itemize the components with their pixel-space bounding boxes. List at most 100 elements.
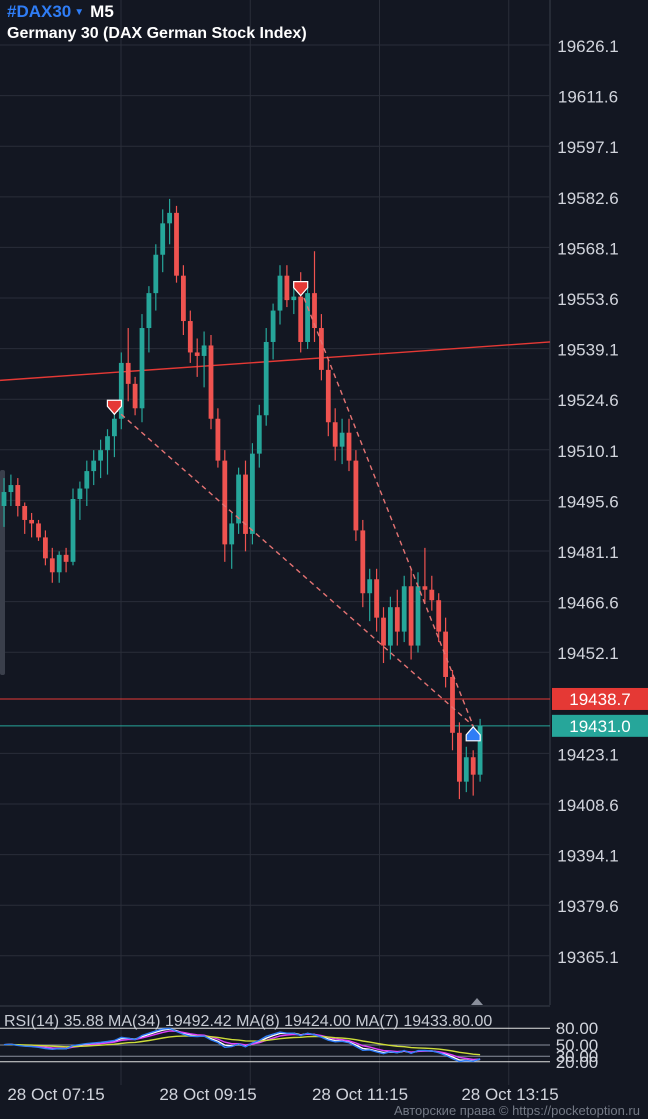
candle-body (360, 530, 366, 594)
candle-body (291, 296, 297, 301)
candle-body (1, 492, 7, 506)
price-tick-label: 19597.1 (557, 138, 618, 157)
candle-body (325, 369, 331, 423)
price-tick-label: 19394.1 (557, 847, 618, 866)
candle-body (132, 383, 138, 409)
rsi-indicator-label: RSI(14) 35.88 MA(34) 19492.42 MA(8) 1942… (4, 1013, 493, 1030)
candle-body (222, 460, 228, 545)
candle-body (215, 418, 221, 461)
candle-body (422, 586, 428, 590)
buy-signal-icon (465, 725, 481, 742)
dashed-trade-line (300, 289, 474, 727)
candle-body (105, 436, 110, 451)
candle-body (15, 485, 21, 506)
candle-body (374, 579, 379, 618)
candle-body (312, 293, 317, 329)
candle-body (243, 474, 248, 534)
sell-signal-icon (293, 281, 309, 297)
candle-body (208, 345, 214, 419)
candle-body (463, 757, 469, 782)
candle-body (8, 485, 14, 493)
instrument-name: Germany 30 (DAX German Stock Index) (7, 25, 307, 42)
candle-body (146, 293, 152, 329)
candle-body (112, 418, 117, 437)
candle-body (229, 523, 235, 545)
price-tick-label: 19452.1 (557, 644, 618, 663)
candle-body (408, 586, 414, 646)
rsi-level-label: 30.00 (556, 1047, 599, 1066)
rsi-level-label: 80.00 (556, 1019, 599, 1038)
candle-body (457, 732, 462, 782)
price-tick-label: 19539.1 (557, 341, 618, 360)
chart-grid (0, 0, 551, 1085)
price-label-text: 19431.0 (569, 717, 630, 736)
candle-body (436, 600, 442, 632)
candle-body (319, 328, 324, 370)
price-tick-label: 19568.1 (557, 239, 618, 258)
candle-body (98, 450, 103, 461)
candle-body (305, 293, 310, 342)
candle-body (49, 558, 55, 573)
rsi-line-yellow (3, 1035, 481, 1056)
candle-body (174, 212, 179, 276)
candle-body (84, 471, 90, 489)
dashed-trade-line (113, 407, 474, 727)
candle-body (125, 362, 131, 384)
time-axis-label: 28 Oct 09:15 (159, 1085, 256, 1104)
price-axis: 19626.1 19611.6 19597.1 19582.6 19568.1 19553… (557, 37, 618, 967)
price-label-text: 19438.7 (569, 690, 630, 709)
candle-body (139, 328, 145, 409)
candle-body (187, 321, 193, 353)
chart-drawings (106, 281, 481, 742)
candle-body (298, 296, 304, 342)
symbol-selector[interactable]: #DAX30 (7, 2, 72, 21)
horizontal-lines: 19438.7 19431.0 (0, 341, 648, 737)
time-axis-label: 28 Oct 07:15 (7, 1085, 104, 1104)
rsi-line-blue (3, 1027, 481, 1063)
price-tick-label: 19553.6 (557, 290, 618, 309)
candle-body (236, 474, 241, 524)
candle-body (70, 499, 76, 562)
price-tick-label: 19379.6 (557, 897, 618, 916)
candle-body (332, 422, 338, 447)
price-tick-label: 19408.6 (557, 796, 618, 815)
candle-body (339, 432, 345, 447)
chart-header: #DAX30 ▼ M5 Germany 30 (DAX German Stock… (7, 2, 307, 43)
rsi-level-label: 50.00 (556, 1036, 599, 1055)
candle-body (429, 589, 435, 601)
candle-body (63, 554, 69, 562)
candle-body (401, 586, 407, 632)
price-tick-label: 19510.1 (557, 442, 618, 461)
candle-body (250, 453, 255, 534)
price-label-badge (552, 714, 648, 737)
candle-body (181, 275, 186, 322)
trendline (0, 341, 551, 382)
time-axis-label: 28 Oct 11:15 (312, 1085, 408, 1104)
candle-body (256, 415, 262, 454)
price-tick-label: 19365.1 (557, 948, 618, 967)
candlestick-series (1, 198, 483, 800)
candle-body (201, 345, 207, 356)
price-tick-label: 19524.6 (557, 391, 618, 410)
candle-body (118, 362, 124, 419)
candle-body (43, 537, 48, 559)
candle-body (77, 488, 83, 500)
candle-body (450, 676, 455, 733)
price-tick-label: 19466.6 (557, 594, 618, 613)
candle-body (470, 757, 476, 775)
candle-body (381, 617, 386, 646)
price-tick-label: 19423.1 (557, 745, 618, 764)
price-tick-label: 19611.6 (558, 88, 618, 107)
time-axis: 28 Oct 07:15 28 Oct 09:15 28 Oct 11:15 28 O… (7, 1085, 558, 1104)
time-axis-label: 28 Oct 13:15 (461, 1085, 558, 1104)
candle-body (263, 341, 269, 416)
candle-body (56, 554, 62, 573)
symbol-dropdown-icon[interactable]: ▼ (74, 6, 85, 18)
price-tick-label: 19626.1 (557, 37, 618, 56)
price-label-badge (552, 687, 648, 710)
rsi-level-label: 20.00 (556, 1053, 599, 1072)
candle-body (477, 725, 483, 775)
timeframe-selector[interactable]: M5 (90, 2, 114, 21)
